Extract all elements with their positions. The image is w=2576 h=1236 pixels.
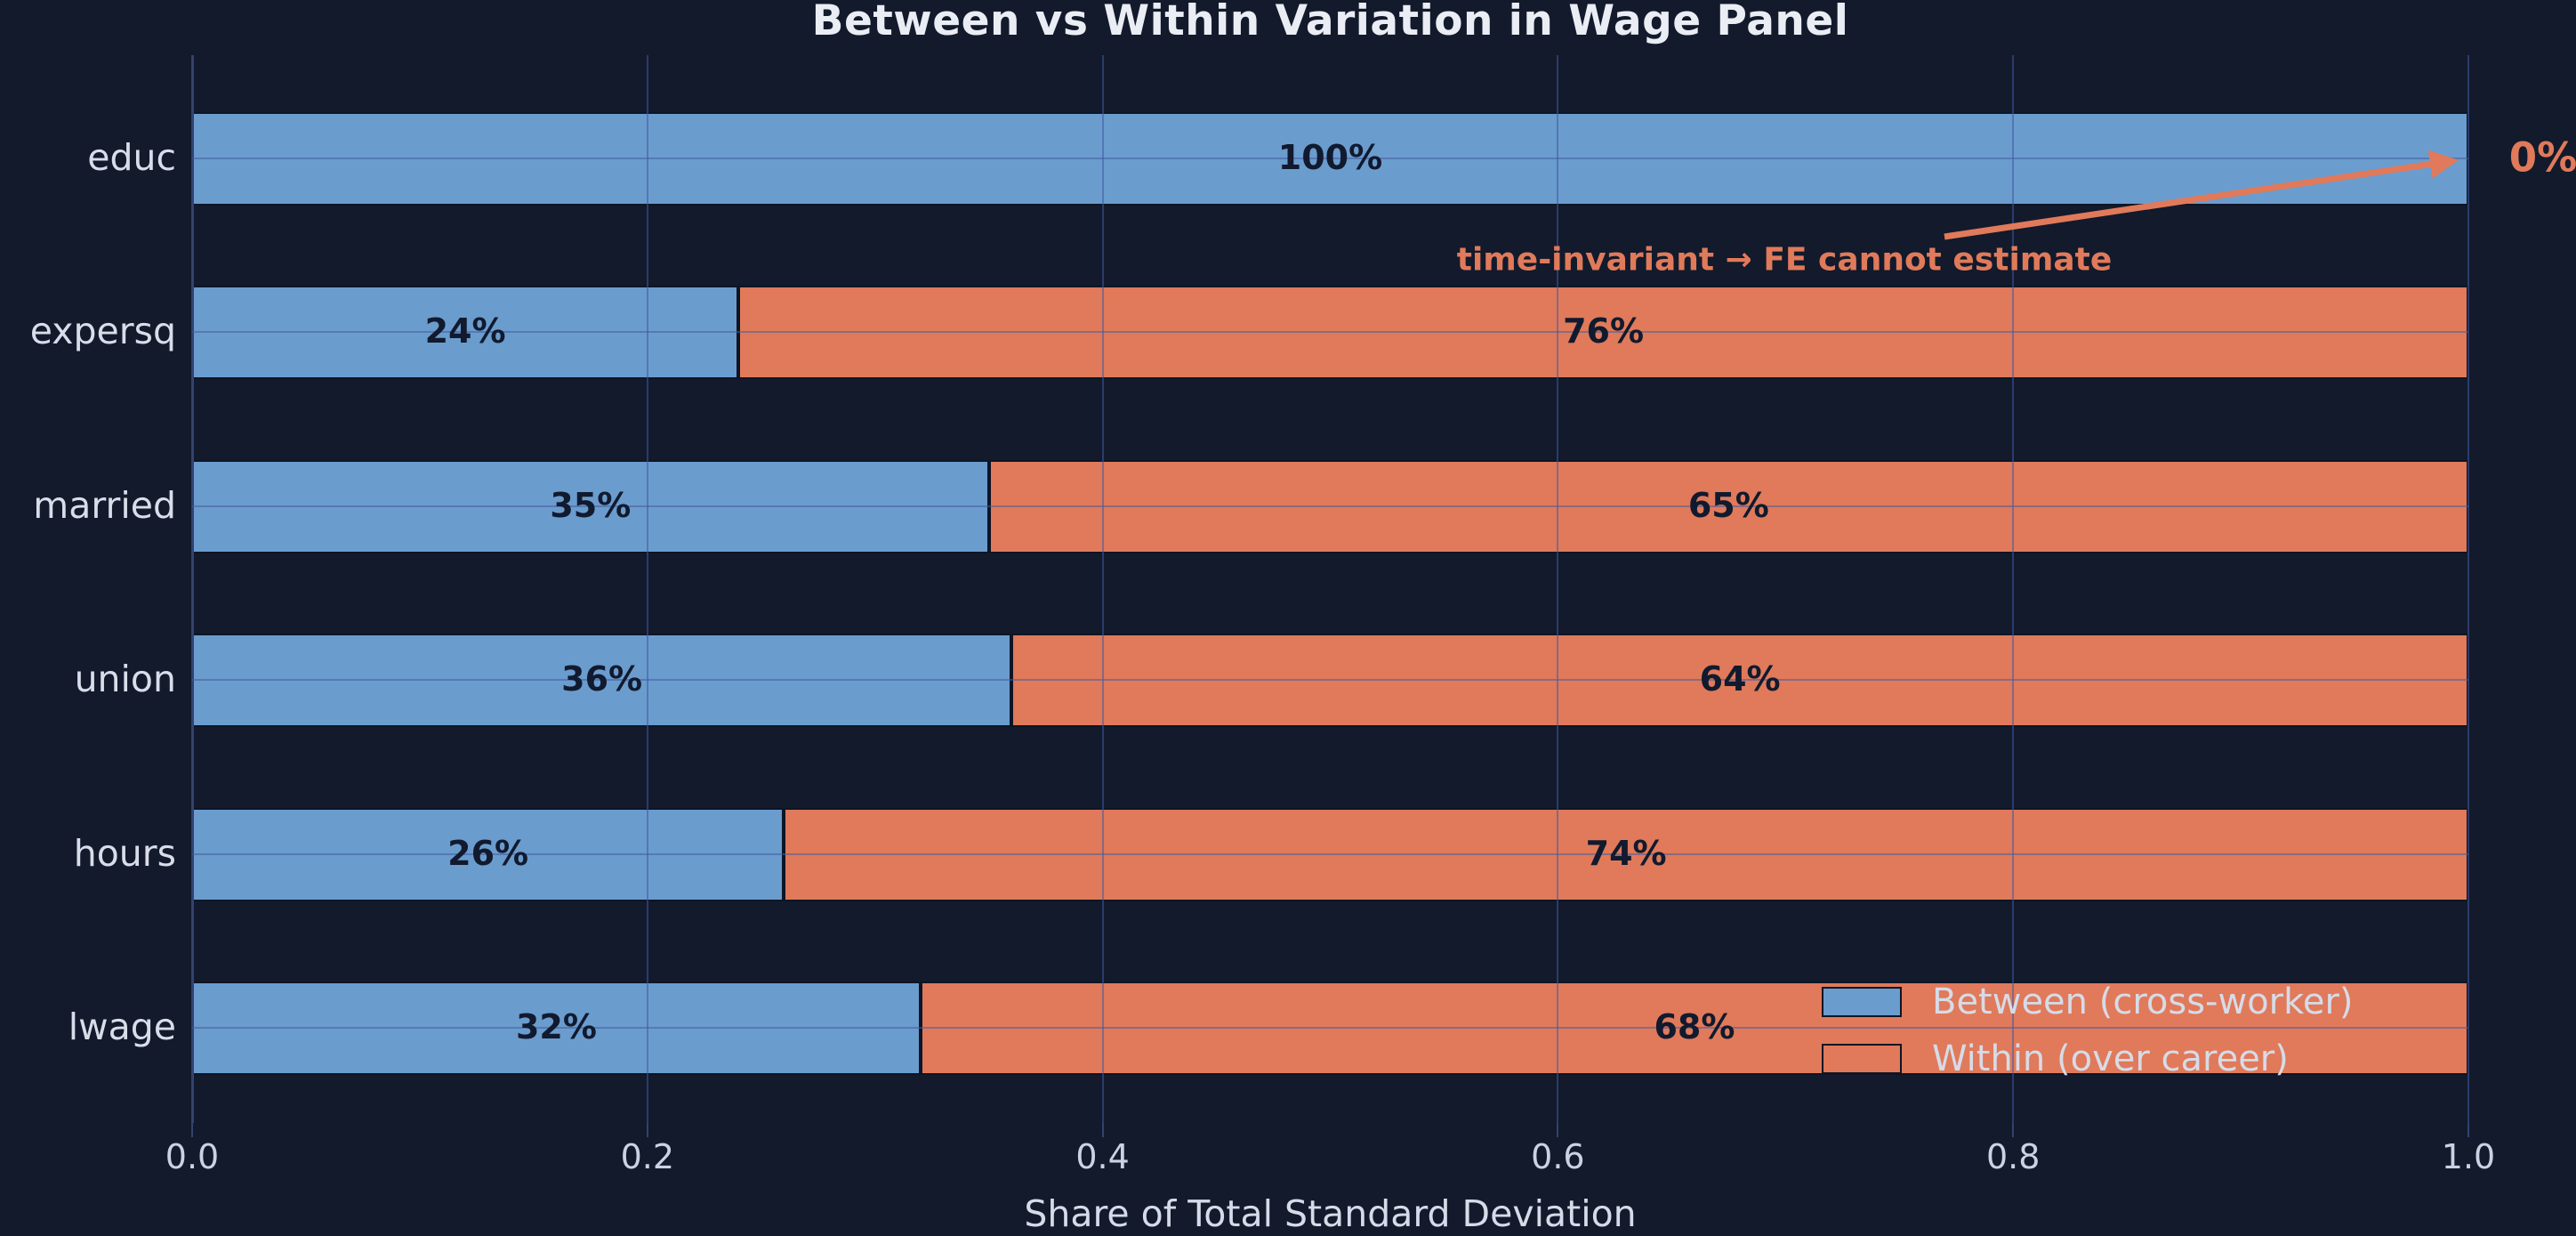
x-tick-label: 0.8 [1985,1137,2041,1176]
chart-title: Between vs Within Variation in Wage Pane… [811,0,1849,45]
y-gridline [192,853,2468,855]
x-axis-label: Share of Total Standard Deviation [1024,1192,1637,1235]
x-gridline [646,55,648,1123]
y-gridline [192,679,2468,681]
legend: Between (cross-worker) Within (over care… [1822,984,2354,1077]
x-gridline [2467,55,2469,1123]
bar-label-within: 68% [1654,1007,1735,1047]
category-label: educ [87,136,176,180]
x-gridline [2012,55,2015,1123]
x-gridline [1101,55,1104,1123]
x-tick [1557,1123,1559,1137]
legend-swatch-within-icon [1822,1044,1902,1074]
x-tick-label: 0.4 [1075,1137,1130,1176]
bar-label-between: 36% [561,659,643,699]
y-gridline [192,158,2468,159]
bar-label-between: 100% [1277,138,1383,178]
legend-item-between: Between (cross-worker) [1822,984,2354,1020]
y-axis-spine [191,55,194,1123]
category-label: expersq [29,310,176,353]
zero-percent-label: 0% [2508,133,2576,182]
bar-label-between: 32% [515,1007,597,1047]
legend-swatch-between-icon [1822,987,1902,1017]
legend-label-within: Within (over career) [1932,1038,2289,1079]
x-tick [646,1123,648,1137]
bar-label-within: 76% [1563,311,1645,351]
x-tick [1101,1123,1104,1137]
x-tick [191,1123,193,1137]
x-gridline [1557,55,1559,1123]
annotation-text: time-invariant → FE cannot estimate [1456,241,2113,279]
category-label: married [33,484,176,528]
bar-label-between: 35% [550,486,632,526]
x-tick-label: 0.6 [1531,1137,1585,1176]
category-label: hours [73,832,176,876]
x-tick-label: 0.0 [165,1137,220,1176]
x-tick [2467,1123,2469,1137]
bar-label-within: 64% [1699,659,1781,699]
x-tick [2012,1123,2015,1137]
bar-label-within: 65% [1687,486,1769,526]
legend-item-within: Within (over career) [1822,1041,2354,1077]
x-tick-label: 1.0 [2441,1137,2496,1176]
bar-label-within: 74% [1585,834,1667,874]
x-tick-label: 0.2 [620,1137,675,1176]
bar-label-between: 24% [424,311,506,351]
y-gridline [192,331,2468,333]
y-gridline [192,505,2468,507]
category-label: lwage [68,1006,176,1049]
y-gridline [192,1027,2468,1029]
bar-label-between: 26% [447,834,529,874]
legend-label-between: Between (cross-worker) [1932,982,2354,1022]
category-label: union [74,658,176,701]
